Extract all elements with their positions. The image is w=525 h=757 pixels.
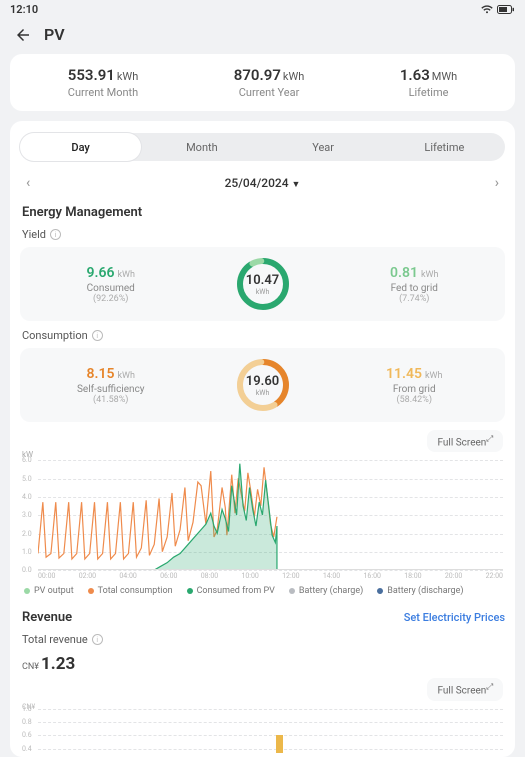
summary-card: 553.91kWh Current Month 870.97kWh Curren…	[10, 54, 515, 111]
period-tabs: Day Month Year Lifetime	[20, 133, 505, 161]
next-date-button[interactable]: ›	[491, 175, 503, 191]
summary-lifetime: 1.63MWh Lifetime	[400, 66, 457, 99]
total-revenue-value: CN¥1.23	[22, 654, 503, 674]
info-icon[interactable]: i	[92, 634, 103, 645]
consumption-donut: 19.60 kWh	[234, 356, 292, 414]
power-chart: kW 6.05.04.03.02.01.00.0 00:0002:0004:00…	[22, 460, 503, 580]
back-icon[interactable]	[14, 26, 32, 44]
battery-icon	[497, 5, 515, 14]
main-card: Day Month Year Lifetime ‹ 25/04/2024 ▼ ›…	[10, 121, 515, 757]
summary-current-month: 553.91kWh Current Month	[68, 66, 139, 99]
prev-date-button[interactable]: ‹	[22, 175, 34, 191]
info-icon[interactable]: i	[92, 330, 103, 341]
yield-consumed: 9.66 kWh Consumed (92.26%)	[36, 265, 185, 304]
page-header: PV	[0, 19, 525, 54]
yield-donut: 10.47 kWh	[234, 255, 292, 313]
summary-current-year: 870.97kWh Current Year	[234, 66, 305, 99]
fullscreen-button[interactable]: Full Screen⤢	[427, 430, 503, 452]
yield-fed-to-grid: 0.81 kWh Fed to grid (7.74%)	[340, 265, 489, 304]
consumption-title: Consumption i	[22, 329, 503, 342]
tab-day[interactable]: Day	[20, 133, 141, 161]
total-revenue-label: Total revenue i	[22, 633, 503, 646]
page-title: PV	[44, 25, 65, 44]
tab-year[interactable]: Year	[263, 133, 384, 161]
wifi-icon	[481, 5, 493, 14]
yield-panel: 9.66 kWh Consumed (92.26%) 10.47 kWh 0.8…	[20, 247, 505, 321]
date-selector[interactable]: 25/04/2024 ▼	[225, 176, 301, 190]
set-prices-button[interactable]: Set Electricity Prices	[404, 611, 505, 624]
chevron-down-icon: ▼	[292, 180, 301, 190]
revenue-chart: CN¥ 1.00.80.60.4	[22, 709, 503, 753]
info-icon[interactable]: i	[50, 229, 61, 240]
status-bar: 12:10	[0, 0, 525, 19]
yield-title: Yield i	[22, 228, 503, 241]
consumption-self: 8.15 kWh Self-sufficiency (41.58%)	[36, 366, 185, 405]
status-time: 12:10	[10, 3, 38, 16]
consumption-from-grid: 11.45 kWh From grid (58.42%)	[340, 366, 489, 405]
energy-mgmt-title: Energy Management	[22, 205, 503, 220]
tab-month[interactable]: Month	[141, 133, 262, 161]
chart-legend: PV outputTotal consumptionConsumed from …	[24, 586, 501, 596]
tab-lifetime[interactable]: Lifetime	[384, 133, 505, 161]
fullscreen-button[interactable]: Full Screen⤢	[427, 678, 503, 700]
consumption-panel: 8.15 kWh Self-sufficiency (41.58%) 19.60…	[20, 348, 505, 422]
revenue-title: Revenue	[22, 610, 72, 625]
status-icons	[481, 5, 515, 14]
date-nav: ‹ 25/04/2024 ▼ ›	[20, 171, 505, 201]
